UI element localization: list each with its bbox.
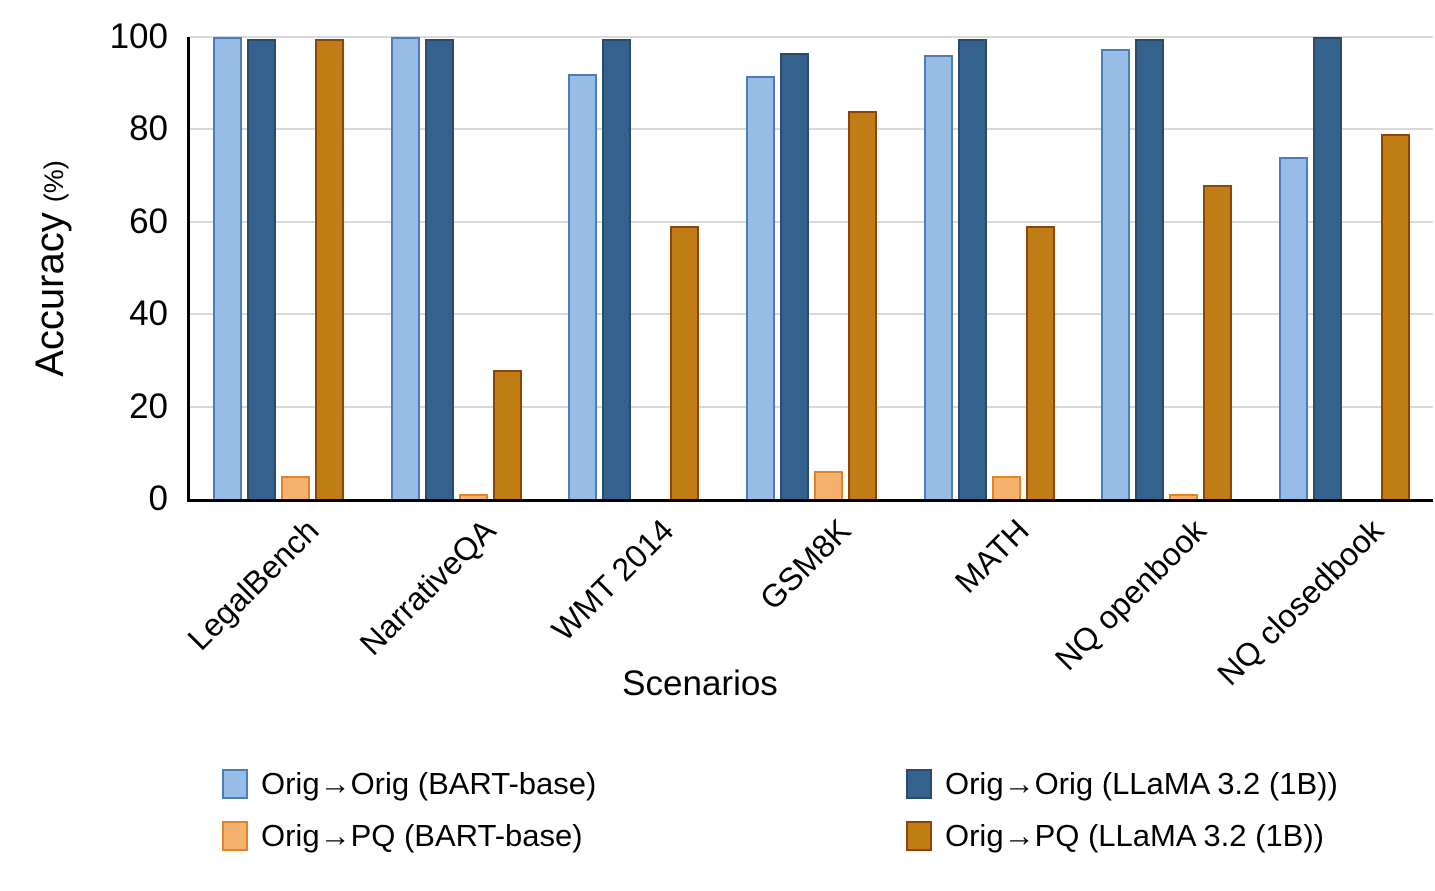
gridline (190, 220, 1433, 223)
bar (1101, 48, 1131, 499)
y-axis-label: Accuracy(%) (6, 37, 94, 499)
x-tick-label: NQ closedbook (1210, 512, 1391, 693)
y-axis-label-unit: (%) (38, 159, 69, 202)
bar (568, 73, 598, 499)
gridline (190, 128, 1433, 131)
x-axis-label: Scenarios (622, 664, 778, 703)
bar (602, 39, 632, 499)
bar (424, 39, 454, 499)
bar (1025, 226, 1055, 499)
y-tick-label: 60 (129, 201, 168, 241)
legend-swatch (906, 821, 932, 851)
bar (1169, 494, 1199, 499)
y-tick-label: 0 (148, 479, 168, 518)
gridline (190, 405, 1433, 408)
bar (1380, 134, 1410, 499)
bar (670, 226, 700, 499)
legend-label: Orig→Orig (LLaMA 3.2 (1B)) (945, 766, 1338, 801)
plot-area (187, 36, 1433, 502)
chart-legend: Orig→Orig (BART-base) Orig→Orig (LLaMA 3.… (222, 764, 1338, 856)
legend-swatch (222, 769, 248, 799)
x-tick-label: LegalBench (180, 512, 326, 657)
legend-swatch (906, 769, 932, 799)
y-tick-label: 20 (129, 386, 168, 426)
bar (492, 369, 522, 499)
legend-item: Orig→Orig (BART-base) (222, 764, 906, 804)
bar (390, 37, 420, 499)
legend-item: Orig→Orig (LLaMA 3.2 (1B)) (906, 764, 1338, 804)
legend-label: Orig→PQ (BART-base) (261, 818, 583, 853)
x-tick-label: GSM8K (753, 512, 858, 617)
bar (814, 471, 843, 499)
bar (746, 76, 775, 499)
bar (247, 39, 277, 499)
bar (957, 39, 987, 499)
legend-swatch (222, 821, 248, 851)
y-tick-label: 40 (129, 294, 168, 334)
legend-item: Orig→PQ (LLaMA 3.2 (1B)) (906, 816, 1338, 856)
gridline (190, 36, 1433, 38)
y-tick-label: 80 (129, 109, 168, 149)
x-tick-label: NQ openbook (1048, 512, 1214, 678)
bar (1135, 39, 1165, 499)
bar (1312, 37, 1342, 499)
bar (458, 494, 488, 499)
gridline (190, 313, 1433, 316)
x-tick-label: NarrativeQA (352, 512, 503, 662)
legend-item: Orig→PQ (BART-base) (222, 816, 906, 856)
bar (1203, 184, 1233, 499)
bar (923, 55, 953, 499)
bar (281, 475, 311, 499)
bar (315, 39, 345, 499)
bar (991, 475, 1021, 499)
legend-label: Orig→Orig (BART-base) (261, 766, 597, 801)
legend-label: Orig→PQ (LLaMA 3.2 (1B)) (945, 818, 1325, 853)
x-tick-label: MATH (947, 512, 1036, 600)
bar (780, 53, 809, 499)
bar (1278, 157, 1308, 499)
bar (213, 37, 243, 499)
x-tick-label: WMT 2014 (544, 512, 681, 648)
bar (848, 110, 877, 499)
y-tick-label: 100 (109, 17, 168, 56)
